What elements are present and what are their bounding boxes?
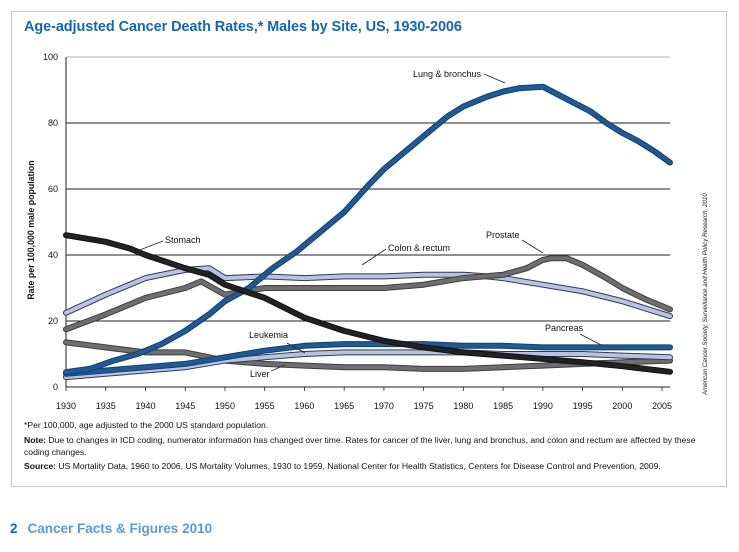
series-line-lung-bronchus (64, 84, 672, 375)
x-tick-label: 1965 (334, 401, 354, 411)
leader-line-colon-rectum (361, 248, 387, 266)
x-tick-label: 1950 (215, 401, 235, 411)
publication-title: Cancer Facts & Figures 2010 (27, 521, 213, 536)
y-tick-label: 40 (48, 250, 58, 260)
y-tick-label: 80 (48, 118, 58, 128)
series-line-colon-rectum (64, 266, 672, 319)
x-tick-label: 1980 (453, 401, 473, 411)
note-text: Due to changes in ICD coding, numerator … (24, 434, 696, 457)
series-line-liver (64, 340, 672, 371)
y-tick-label: 20 (48, 316, 58, 326)
source-label: Source: (24, 461, 56, 472)
x-tick-label: 1945 (175, 401, 195, 411)
chart-title: Age-adjusted Cancer Death Rates,* Males … (24, 19, 462, 35)
x-tick-label: 2005 (652, 401, 672, 411)
leader-line-liver (270, 364, 286, 372)
x-tick-label: 1930 (56, 401, 76, 411)
note-label: Note: (24, 434, 46, 445)
source: Source: US Mortality Data, 1960 to 2006,… (24, 461, 714, 473)
x-tick-label: 1970 (374, 401, 394, 411)
source-text: US Mortality Data, 1960 to 2006, US Mort… (56, 461, 661, 472)
series-line-prostate (64, 256, 672, 332)
x-tick-label: 1960 (294, 401, 314, 411)
leader-line-lung-bronchus (483, 73, 506, 84)
x-tick-label: 1975 (414, 401, 434, 411)
series-label-liver: Liver (250, 369, 270, 379)
note: Note: Due to changes in ICD coding, nume… (24, 435, 714, 459)
series-label-prostate: Prostate (486, 230, 520, 240)
leader-line-leukemia (286, 342, 306, 354)
y-tick-label: 100 (43, 52, 58, 62)
x-tick-label: 1955 (255, 401, 275, 411)
leader-line-stomach (136, 240, 164, 252)
y-tick-label: 60 (48, 184, 58, 194)
x-tick-label: 1990 (533, 401, 553, 411)
series-label-colon-rectum: Colon & rectum (388, 243, 450, 253)
y-axis-title: Rate per 100,000 male population (26, 160, 36, 299)
series-line-pancreas (64, 342, 672, 376)
chart-notes: *Per 100,000, age adjusted to the 2000 U… (24, 420, 714, 476)
x-tick-label: 1985 (493, 401, 513, 411)
x-tick-label: 1940 (135, 401, 155, 411)
series-label-pancreas: Pancreas (545, 323, 584, 333)
page-footer: 2 Cancer Facts & Figures 2010 (10, 521, 212, 536)
series-line-stomach (64, 233, 672, 374)
credit-text: American Cancer Society, Surveillance an… (702, 193, 709, 395)
figure-frame (11, 11, 727, 487)
leader-line-pancreas (579, 333, 604, 347)
series-label-lung-bronchus: Lung & bronchus (413, 69, 482, 79)
y-tick-label: 0 (53, 382, 58, 392)
line-chart: 0 20 40 60 80 100 1930 1935 1940 1945 1950 1955 1960… (26, 52, 673, 411)
footnote: *Per 100,000, age adjusted to the 2000 U… (24, 420, 269, 430)
series-label-stomach: Stomach (165, 235, 201, 245)
series-label-leukemia: Leukemia (249, 330, 288, 340)
leader-line-prostate (521, 239, 544, 254)
x-tick-label: 2000 (612, 401, 632, 411)
x-tick-label: 1995 (573, 401, 593, 411)
page-number: 2 (10, 521, 18, 536)
x-tick-label: 1935 (96, 401, 116, 411)
series-line-leukemia (64, 350, 672, 380)
